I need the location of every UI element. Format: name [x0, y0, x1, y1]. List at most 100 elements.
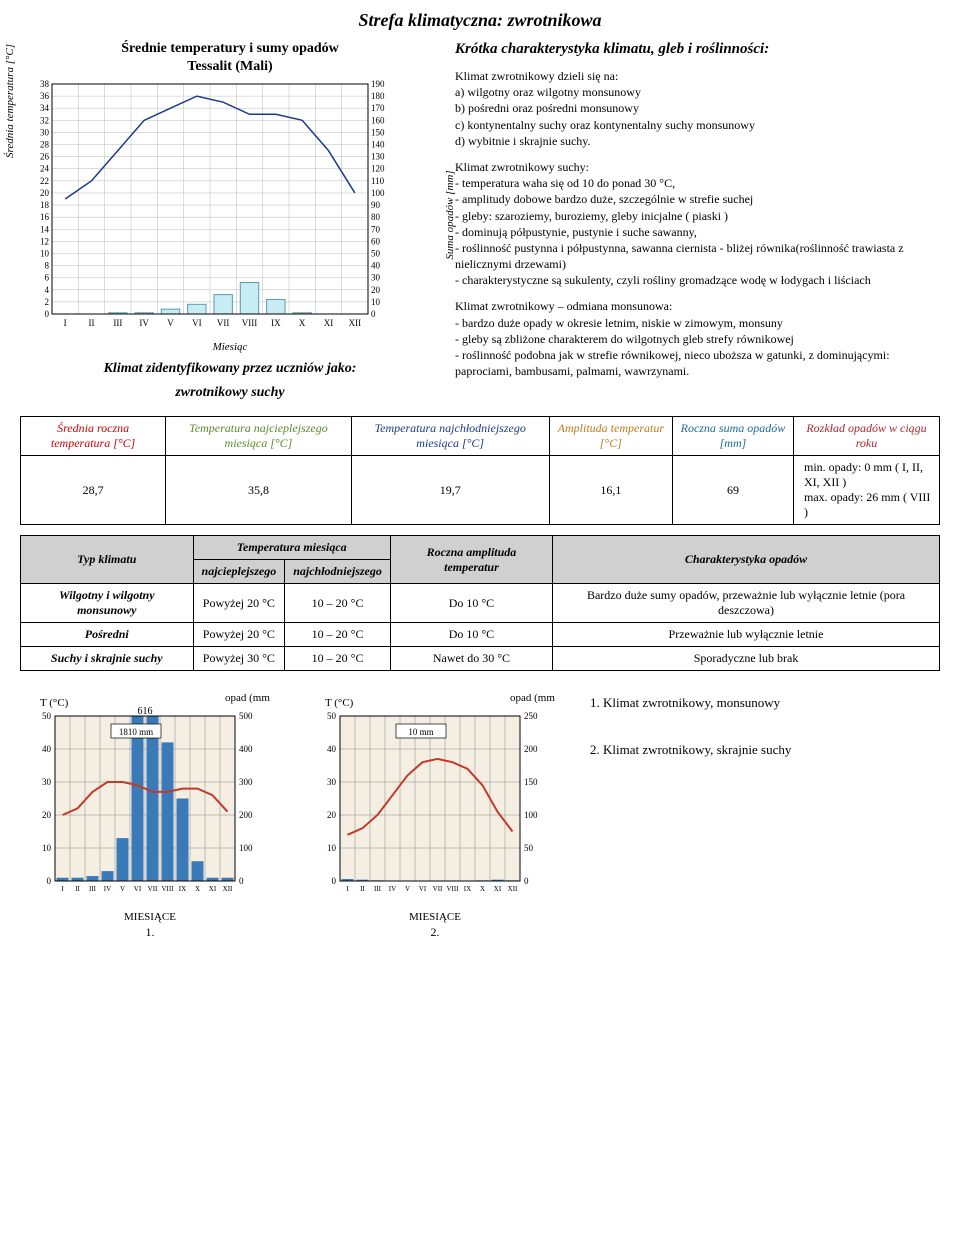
- th-najchl: najchłodniejszego: [285, 560, 391, 584]
- characteristics: Krótka charakterystyka klimatu, gleb i r…: [455, 41, 940, 401]
- th-najcie: najcieplejszego: [193, 560, 285, 584]
- bottom-row: 010203040500100200300400500IIIIIIIVVVIVI…: [20, 691, 940, 940]
- svg-text:30: 30: [371, 273, 381, 283]
- stats-v3: 19,7: [351, 456, 549, 525]
- svg-text:I: I: [64, 318, 67, 328]
- chart-subtitle: Tessalit (Mali): [20, 59, 440, 75]
- type-cell: 10 – 20 °C: [285, 647, 391, 671]
- th-temp: Temperatura miesiąca: [193, 536, 390, 560]
- svg-text:50: 50: [327, 711, 337, 721]
- page-title: Strefa klimatyczna: zwrotnikowa: [20, 10, 940, 31]
- svg-text:VI: VI: [134, 885, 142, 893]
- svg-text:0: 0: [371, 309, 376, 319]
- svg-text:200: 200: [524, 744, 538, 754]
- svg-text:130: 130: [371, 152, 385, 162]
- svg-text:VI: VI: [419, 885, 427, 893]
- svg-text:IV: IV: [104, 885, 111, 893]
- x-axis-label: Miesiąc: [20, 341, 440, 353]
- ident-line-2: zwrotnikowy suchy: [20, 385, 440, 401]
- climo2-chart: 01020304050050100150200250IIIIIIIVVVIVII…: [305, 691, 555, 911]
- svg-text:X: X: [195, 885, 200, 893]
- svg-text:XII: XII: [349, 318, 362, 328]
- svg-text:10: 10: [42, 843, 52, 853]
- svg-text:VI: VI: [192, 318, 202, 328]
- svg-text:500: 500: [239, 711, 253, 721]
- svg-text:60: 60: [371, 236, 381, 246]
- svg-text:100: 100: [524, 810, 538, 820]
- type-cell: Bardzo duże sumy opadów, przeważnie lub …: [553, 584, 940, 623]
- svg-text:20: 20: [42, 810, 52, 820]
- svg-text:10: 10: [371, 297, 381, 307]
- svg-text:III: III: [374, 885, 382, 893]
- svg-text:12: 12: [40, 236, 49, 246]
- type-cell: Wilgotny i wilgotny monsunowy: [21, 584, 194, 623]
- climo1-xlabel: MIESIĄCE: [20, 911, 280, 923]
- svg-text:X: X: [299, 318, 306, 328]
- stats-table: Średnia roczna temperatura [°C] Temperat…: [20, 416, 940, 525]
- type-cell: Powyżej 20 °C: [193, 623, 285, 647]
- stats-v6: min. opady: 0 mm ( I, II, XI, XII ) max.…: [793, 456, 939, 525]
- svg-text:20: 20: [327, 810, 337, 820]
- svg-text:IV: IV: [139, 318, 149, 328]
- stats-h4: Amplituda temperatur [°C]: [549, 417, 672, 456]
- svg-text:80: 80: [371, 212, 381, 222]
- char-p1: Klimat zwrotnikowy dzieli się na: a) wil…: [455, 68, 940, 149]
- legend-1: 1. Klimat zwrotnikowy, monsunowy: [590, 691, 940, 714]
- svg-text:30: 30: [327, 777, 337, 787]
- svg-text:20: 20: [40, 188, 50, 198]
- main-chart-wrap: Średnia temperatura [°C] 024681012141618…: [20, 79, 440, 339]
- svg-text:40: 40: [42, 744, 52, 754]
- svg-text:70: 70: [371, 224, 381, 234]
- svg-text:38: 38: [40, 79, 50, 89]
- svg-text:0: 0: [47, 876, 52, 886]
- climograph-2: 01020304050050100150200250IIIIIIIVVVIVII…: [305, 691, 565, 940]
- left-column: Średnie temperatury i sumy opadów Tessal…: [20, 41, 440, 401]
- top-row: Średnie temperatury i sumy opadów Tessal…: [20, 41, 940, 401]
- climograph-1: 010203040500100200300400500IIIIIIIVVVIVI…: [20, 691, 280, 940]
- svg-text:110: 110: [371, 176, 385, 186]
- type-cell: Nawet do 30 °C: [390, 647, 552, 671]
- svg-text:VII: VII: [148, 885, 158, 893]
- type-cell: 10 – 20 °C: [285, 584, 391, 623]
- svg-text:100: 100: [239, 843, 253, 853]
- svg-text:18: 18: [40, 200, 50, 210]
- svg-text:150: 150: [371, 127, 385, 137]
- stats-h1: Średnia roczna temperatura [°C]: [21, 417, 166, 456]
- svg-text:50: 50: [524, 843, 534, 853]
- svg-text:V: V: [167, 318, 174, 328]
- th-char: Charakterystyka opadów: [553, 536, 940, 584]
- main-chart: 0246810121416182022242628303234363801020…: [20, 79, 400, 339]
- svg-text:180: 180: [371, 91, 385, 101]
- svg-text:400: 400: [239, 744, 253, 754]
- type-cell: Powyżej 20 °C: [193, 584, 285, 623]
- svg-text:22: 22: [40, 176, 49, 186]
- svg-text:170: 170: [371, 103, 385, 113]
- type-cell: Przeważnie lub wyłącznie letnie: [553, 623, 940, 647]
- svg-text:24: 24: [40, 164, 50, 174]
- svg-text:40: 40: [327, 744, 337, 754]
- stats-v5: 69: [672, 456, 793, 525]
- th-typ: Typ klimatu: [21, 536, 194, 584]
- svg-text:II: II: [75, 885, 80, 893]
- svg-text:300: 300: [239, 777, 253, 787]
- svg-text:140: 140: [371, 140, 385, 150]
- svg-text:V: V: [405, 885, 410, 893]
- svg-text:0: 0: [45, 309, 50, 319]
- svg-text:100: 100: [371, 188, 385, 198]
- svg-text:XI: XI: [324, 318, 334, 328]
- stats-h6: Rozkład opadów w ciągu roku: [793, 417, 939, 456]
- svg-text:VII: VII: [217, 318, 230, 328]
- svg-text:XII: XII: [508, 885, 518, 893]
- svg-text:190: 190: [371, 79, 385, 89]
- stats-v1: 28,7: [21, 456, 166, 525]
- svg-text:120: 120: [371, 164, 385, 174]
- svg-text:40: 40: [371, 261, 381, 271]
- th-ampl: Roczna amplituda temperatur: [390, 536, 552, 584]
- svg-text:16: 16: [40, 212, 50, 222]
- type-cell: Powyżej 30 °C: [193, 647, 285, 671]
- ident-line-1: Klimat zidentyfikowany przez uczniów jak…: [20, 361, 440, 377]
- svg-text:200: 200: [239, 810, 253, 820]
- svg-text:50: 50: [371, 248, 381, 258]
- svg-text:160: 160: [371, 115, 385, 125]
- type-table: Typ klimatu Temperatura miesiąca Roczna …: [20, 535, 940, 671]
